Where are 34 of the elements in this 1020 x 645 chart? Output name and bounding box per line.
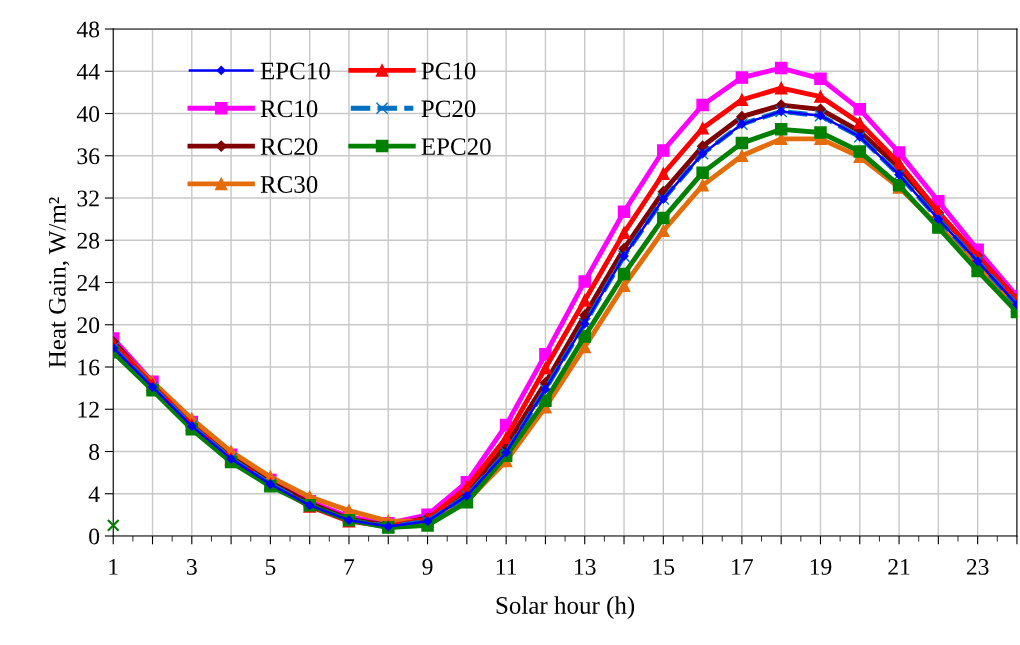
y-tick-label: 32 — [77, 190, 99, 207]
y-tick-label: 40 — [76, 106, 100, 122]
x-tick-label: 9 — [422, 558, 433, 575]
y-axis-title: Heat Gain, W/m² — [48, 197, 70, 368]
y-tick-label: 36 — [77, 148, 100, 165]
y-tick-label: 0 — [89, 528, 100, 545]
legend-label: RC10 — [260, 100, 318, 118]
x-tick-label: 17 — [732, 559, 754, 575]
legend-label: RC30 — [260, 176, 318, 193]
x-tick-label: 11 — [496, 559, 517, 575]
x-tick-label: 13 — [575, 558, 596, 575]
y-tick-label: 8 — [89, 443, 100, 460]
x-tick-label: 3 — [187, 558, 197, 575]
y-tick-label: 12 — [78, 401, 99, 418]
y-tick-label: 24 — [77, 275, 100, 291]
x-tick-label: 21 — [888, 558, 910, 575]
y-tick-label: 48 — [76, 21, 100, 38]
x-tick-label: 15 — [653, 559, 675, 575]
x-axis-title: Solar hour (h) — [496, 596, 635, 619]
legend-label: PC10 — [421, 62, 476, 80]
x-tick-label: 1 — [109, 559, 118, 575]
legend-label: RC20 — [260, 138, 318, 156]
x-tick-label: 23 — [966, 558, 989, 575]
y-tick-label: 28 — [77, 232, 100, 249]
y-tick-label: 16 — [78, 359, 100, 376]
x-tick-label: 7 — [344, 559, 355, 575]
legend-label: EPC10 — [260, 62, 330, 80]
x-tick-label: 5 — [265, 559, 276, 575]
y-tick-label: 20 — [77, 317, 100, 334]
legend-label: EPC20 — [421, 138, 491, 156]
y-tick-label: 4 — [88, 486, 100, 502]
y-tick-label: 44 — [76, 63, 100, 80]
x-tick-label: 19 — [810, 558, 832, 575]
legend-label: PC20 — [421, 100, 476, 118]
